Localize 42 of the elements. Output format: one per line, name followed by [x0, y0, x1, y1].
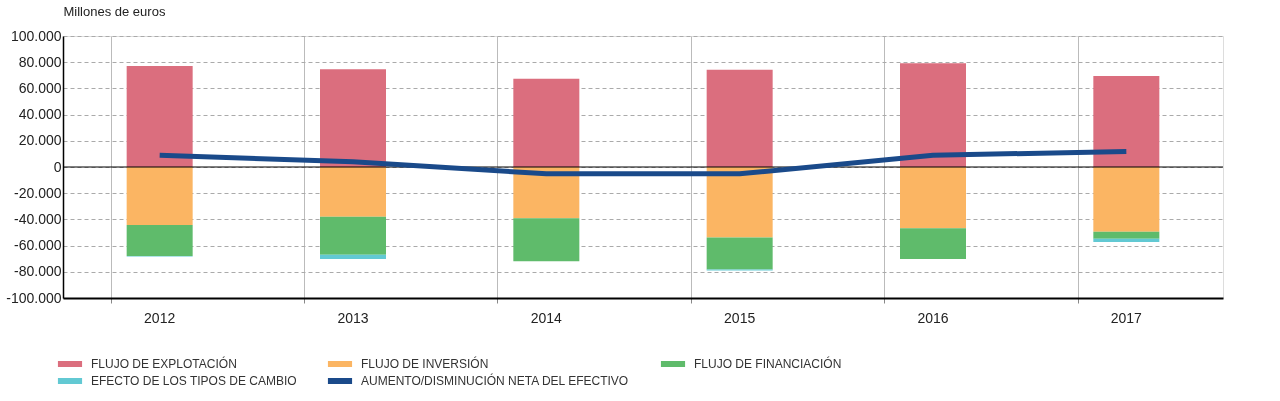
- bar: [513, 218, 580, 262]
- bar: [1093, 167, 1160, 232]
- y-tick-label: -60.000: [14, 237, 62, 254]
- x-tick-label: 2012: [144, 309, 176, 326]
- x-tick-label: 2015: [724, 309, 756, 326]
- bar: [513, 78, 580, 167]
- legend-label: FLUJO DE FINANCIACIÓN: [694, 356, 842, 371]
- bar: [126, 225, 193, 256]
- legend-label: AUMENTO/DISMINUCIÓN NETA DEL EFECTIVO: [361, 373, 629, 388]
- bar: [126, 66, 193, 167]
- y-tick-label: 0: [53, 158, 62, 175]
- y-axis-title: Millones de euros: [63, 3, 166, 19]
- bar: [1093, 231, 1160, 239]
- bar: [900, 63, 966, 167]
- y-tick-label: -40.000: [14, 210, 62, 227]
- bar: [706, 237, 773, 270]
- y-tick-label: 20.000: [18, 132, 62, 149]
- bar: [900, 228, 966, 260]
- bar: [320, 216, 386, 255]
- bar: [320, 167, 386, 217]
- bar: [706, 167, 773, 238]
- y-tick-label: -20.000: [14, 184, 62, 201]
- x-tick-label: 2013: [337, 309, 369, 326]
- bar: [126, 167, 193, 226]
- y-tick-label: 80.000: [18, 53, 62, 70]
- y-tick-label: 60.000: [18, 79, 62, 96]
- x-tick-label: 2017: [1110, 309, 1143, 326]
- legend-label: EFECTO DE LOS TIPOS DE CAMBIO: [91, 374, 297, 388]
- legend-label: FLUJO DE EXPLOTACIÓN: [91, 356, 237, 371]
- bar: [1093, 76, 1160, 167]
- legend-label: FLUJO DE INVERSIÓN: [361, 356, 489, 371]
- bar: [1093, 238, 1160, 242]
- y-tick-label: -80.000: [14, 263, 62, 280]
- bar: [706, 69, 773, 167]
- x-tick-label: 2016: [917, 309, 949, 326]
- bar: [320, 69, 386, 167]
- x-tick-label: 2014: [530, 309, 563, 326]
- y-tick-label: 40.000: [18, 106, 62, 123]
- bar: [900, 167, 966, 229]
- y-tick-label: -100.000: [6, 289, 62, 306]
- bar: [320, 254, 386, 260]
- y-tick-label: 100.000: [10, 27, 62, 44]
